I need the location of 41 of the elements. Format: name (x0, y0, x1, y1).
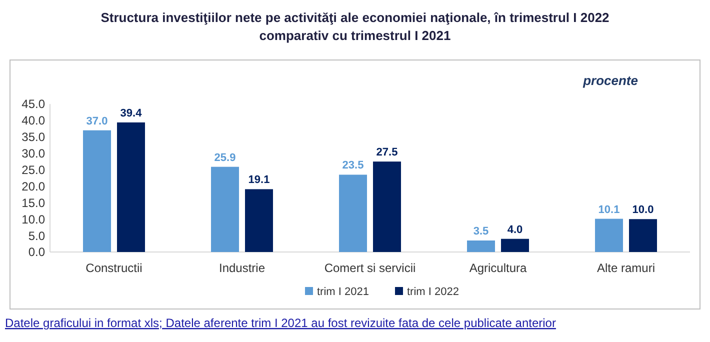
y-tick-label: 20.0 (22, 179, 46, 194)
data-label: 10.0 (632, 204, 654, 216)
x-tick-label: Comert si servicii (324, 261, 416, 275)
text: Datele graficului in format xls; (5, 316, 162, 330)
legend-label: trim I 2021 (317, 286, 369, 298)
y-tick-label: 5.0 (28, 228, 46, 243)
bar (595, 218, 623, 252)
y-tick-label: 30.0 (22, 146, 46, 161)
y-tick-label: 0.0 (28, 245, 46, 260)
x-tick-label: Constructii (86, 261, 142, 275)
y-tick-label: 35.0 (22, 130, 46, 144)
text: Datele aferente trim I 2021 au fost revizuite fata de cele publicate anterior (162, 316, 556, 330)
y-tick-label: 10.0 (22, 212, 46, 226)
data-label: 23.5 (342, 160, 364, 172)
x-tick-label: Agricultura (469, 261, 528, 275)
x-tick-label: Industrie (218, 261, 266, 275)
y-axis-title: procente (582, 73, 638, 88)
bar (629, 219, 657, 252)
data-label: 39.4 (120, 107, 143, 120)
y-tick-label: 15.0 (22, 196, 46, 210)
y-tick-label: 40.0 (22, 114, 46, 128)
bar (339, 174, 367, 252)
bar (373, 162, 401, 252)
y-tick-label: 45.0 (22, 97, 46, 112)
legend-label: trim I 2022 (407, 286, 459, 298)
data-label: 19.1 (248, 174, 270, 186)
data-label: 4.0 (507, 224, 523, 236)
x-tick-label: Alte ramuri (596, 261, 656, 275)
data-label: 37.0 (86, 115, 108, 128)
data-label: 3.5 (473, 225, 489, 238)
data-label: 27.5 (376, 146, 398, 159)
bar (211, 166, 239, 252)
bar (501, 238, 529, 252)
bar (117, 122, 145, 252)
bar (467, 240, 495, 252)
data-label: 10.1 (598, 204, 620, 216)
chart-title: Structura investiţiilor nete pe activităţi ale economiei naţionale, în trimestrul I 2022 comparativ cu trimestrul I 2021 (100, 10, 610, 43)
bar (83, 130, 111, 252)
data-label: 25.9 (214, 152, 236, 164)
y-tick-label: 25.0 (22, 162, 46, 177)
bar (245, 189, 273, 252)
